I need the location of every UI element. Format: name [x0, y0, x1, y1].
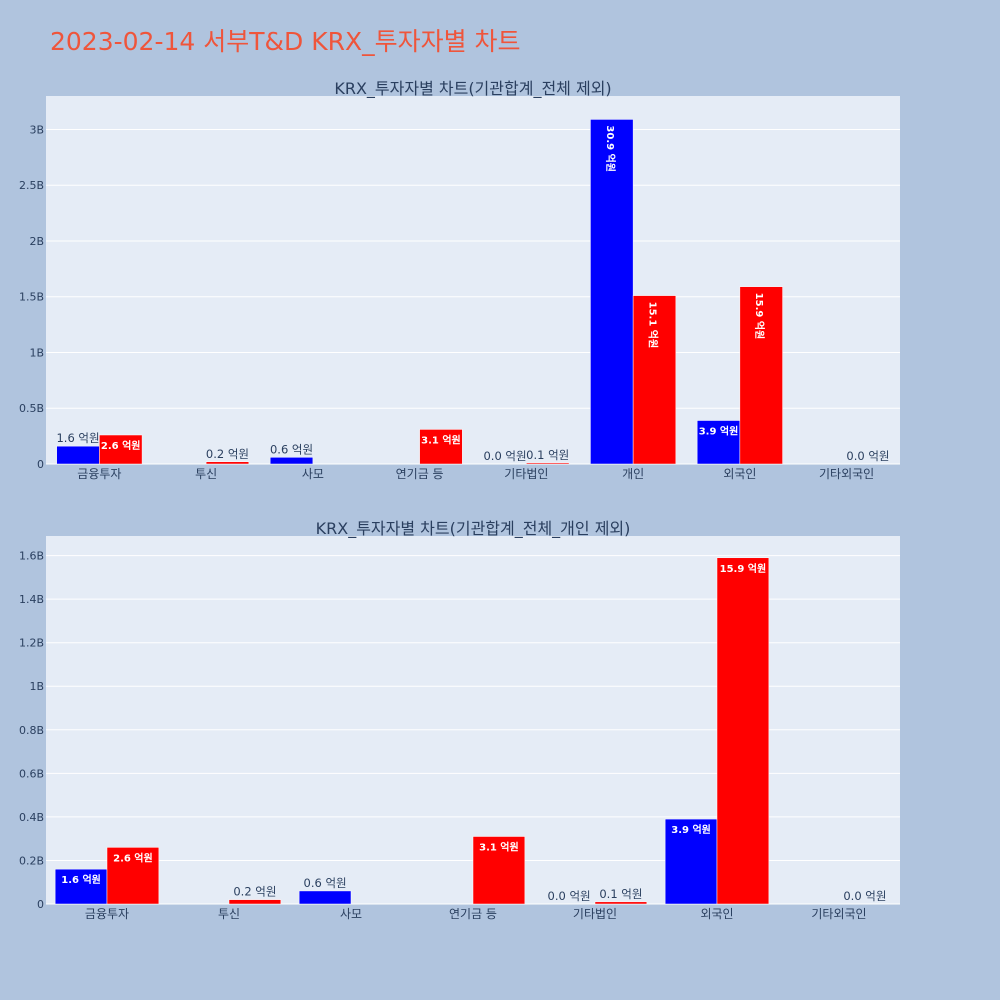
x-tick-label: 연기금 등 [449, 907, 497, 921]
data-label: 0.1 억원 [526, 448, 569, 462]
y-tick-label: 2B [29, 235, 44, 248]
bar [664, 818, 718, 905]
bar [739, 286, 783, 465]
data-label: 3.9 억원 [671, 823, 711, 836]
x-tick-label: 개인 [622, 467, 644, 481]
y-tick-label: 1B [29, 346, 44, 359]
bar [632, 295, 677, 465]
data-label: 3.1 억원 [479, 840, 519, 853]
x-tick-label: 사모 [340, 907, 362, 921]
y-tick-label: 1.4B [19, 593, 44, 606]
data-label: 1.6 억원 [61, 873, 101, 886]
x-tick-label: 투신 [218, 907, 240, 921]
data-label: 15.1 억원 [646, 302, 659, 349]
bar [106, 847, 160, 905]
y-tick-label: 0.5B [19, 402, 44, 415]
bar [716, 557, 770, 905]
page-title: 2023-02-14 서부T&D KRX_투자자별 차트 [50, 27, 521, 56]
data-label: 2.6 억원 [113, 851, 153, 864]
chart-title: KRX_투자자별 차트(기관합계_전체 제외) [334, 79, 611, 99]
bar [594, 901, 648, 905]
data-label: 0.2 억원 [233, 885, 276, 899]
x-tick-label: 사모 [302, 467, 324, 481]
bar [419, 429, 463, 465]
bar [56, 445, 100, 465]
data-label: 0.1 억원 [599, 887, 642, 901]
data-label: 0.2 억원 [206, 447, 249, 461]
data-label: 30.9 억원 [604, 125, 617, 172]
data-label: 2.6 억원 [101, 439, 141, 452]
y-tick-label: 0 [37, 458, 44, 471]
data-label: 0.0 억원 [843, 889, 886, 903]
data-label: 15.9 억원 [720, 562, 767, 575]
bar [205, 461, 250, 465]
x-tick-label: 금융투자 [85, 907, 129, 921]
y-tick-label: 0.8B [19, 724, 44, 737]
data-label: 0.6 억원 [270, 442, 313, 456]
y-tick-label: 0 [37, 898, 44, 911]
y-tick-label: 1.5B [19, 291, 44, 304]
data-label: 0.0 억원 [846, 449, 889, 463]
x-tick-label: 연기금 등 [396, 467, 444, 481]
x-tick-label: 기타법인 [504, 467, 548, 481]
y-tick-label: 0.6B [19, 767, 44, 780]
y-tick-label: 0.2B [19, 854, 44, 867]
bar [696, 420, 741, 465]
data-label: 15.9 억원 [753, 293, 766, 340]
y-tick-label: 1.6B [19, 550, 44, 563]
bar [526, 462, 570, 465]
bar [54, 868, 108, 905]
bar [228, 899, 282, 905]
data-label: 0.6 억원 [304, 876, 347, 890]
y-tick-label: 1.2B [19, 637, 44, 650]
data-label: 3.1 억원 [421, 433, 461, 446]
y-tick-label: 3B [29, 123, 44, 136]
data-label: 0.0 억원 [483, 449, 526, 463]
x-tick-label: 외국인 [723, 467, 756, 481]
x-tick-label: 투신 [195, 467, 217, 481]
bar [298, 890, 352, 905]
y-tick-label: 1B [29, 680, 44, 693]
x-tick-label: 외국인 [700, 907, 733, 921]
x-tick-label: 기타외국인 [811, 907, 866, 921]
data-label: 0.0 억원 [548, 889, 591, 903]
data-label: 1.6 억원 [56, 431, 99, 445]
bar [99, 434, 143, 465]
bar [472, 836, 526, 905]
bar [590, 119, 634, 465]
x-tick-label: 기타법인 [573, 907, 617, 921]
x-tick-label: 금융투자 [77, 467, 121, 481]
y-tick-label: 0.4B [19, 811, 44, 824]
data-label: 3.9 억원 [699, 425, 739, 438]
chart-title: KRX_투자자별 차트(기관합계_전체_개인 제외) [316, 519, 631, 539]
bar [269, 457, 314, 465]
x-tick-label: 기타외국인 [819, 467, 874, 481]
y-tick-label: 2.5B [19, 179, 44, 192]
